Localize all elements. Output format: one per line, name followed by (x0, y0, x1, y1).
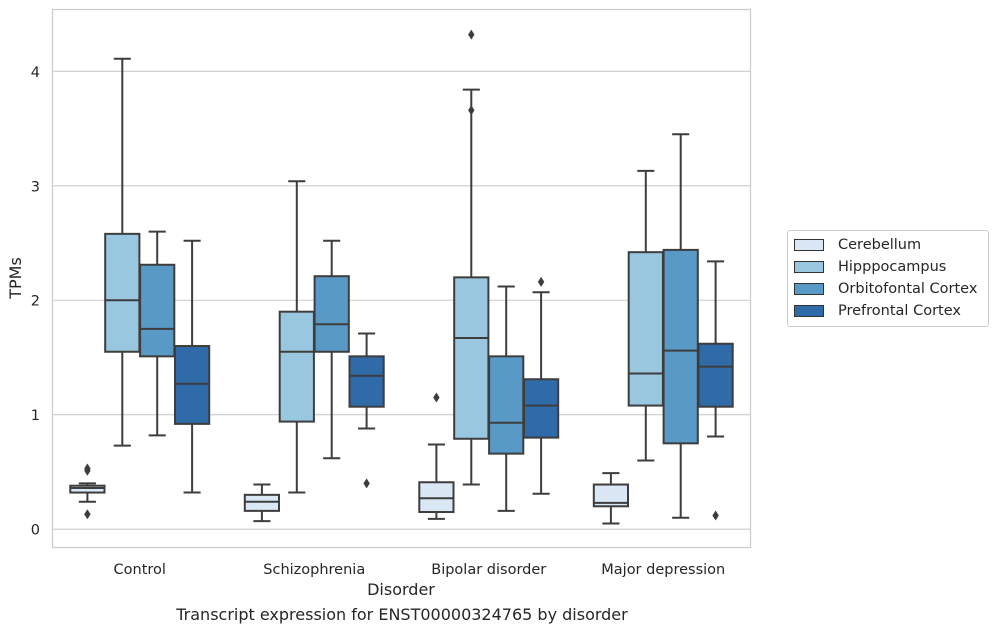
box-group (313, 239, 350, 460)
legend-swatch-prefrontal-cortex (794, 305, 824, 317)
boxes-layer (69, 29, 734, 525)
x-tick-label: Bipolar disorder (431, 562, 546, 578)
outlier-point (363, 478, 370, 489)
box-group (488, 285, 525, 512)
box-group (139, 230, 176, 437)
box-iqr (348, 355, 385, 408)
box-group (627, 169, 664, 462)
x-tick-labels: Control Schizophrenia Bipolar disorder Majo… (114, 562, 726, 578)
plot-area-frame (51, 8, 752, 549)
box-iqr (278, 310, 315, 423)
outlier-point (468, 29, 475, 40)
outlier-point (537, 276, 545, 287)
y-tick-label: 0 (31, 523, 40, 539)
box-iqr (627, 251, 664, 407)
legend-item-hipppocampus: Hipppocampus (794, 257, 946, 277)
box-group (173, 239, 211, 494)
legend-label-prefrontal-cortex: Prefrontal Cortex (838, 303, 961, 319)
y-tick-label: 2 (31, 294, 40, 310)
legend-item-orbitofontal-cortex: Orbitofontal Cortex (794, 279, 977, 299)
box-iqr (697, 342, 734, 408)
legend-item-cerebellum: Cerebellum (794, 235, 921, 255)
box-group (697, 260, 734, 521)
box-group (662, 133, 699, 519)
x-tick-label: Schizophrenia (263, 562, 365, 578)
box-iqr (662, 248, 699, 445)
box-group (453, 29, 490, 486)
box-group (522, 276, 560, 495)
x-axis-label: Disorder (367, 580, 435, 599)
box-iqr (592, 483, 630, 508)
x-tick-label: Control (114, 562, 166, 578)
outlier-point (712, 510, 719, 521)
box-iqr (453, 276, 490, 440)
box-iqr (104, 232, 141, 353)
outlier-point (84, 463, 91, 474)
x-tick-label: Major depression (601, 562, 725, 578)
box-iqr (313, 275, 350, 353)
outlier-point (433, 392, 440, 403)
box-group (418, 392, 455, 520)
box-iqr (418, 481, 455, 514)
box-group (69, 463, 106, 520)
box-iqr (243, 493, 281, 512)
outlier-point (468, 105, 475, 116)
box-group (348, 332, 385, 489)
chart-title: Transcript expression for ENST0000032476… (176, 605, 628, 624)
legend-label-cerebellum: Cerebellum (838, 237, 922, 253)
box-iqr (173, 345, 211, 425)
y-tick-label: 1 (31, 408, 40, 424)
legend-label-orbitofontal-cortex: Orbitofontal Cortex (838, 281, 978, 297)
box-iqr (522, 378, 560, 439)
box-iqr (69, 484, 106, 494)
y-tick-label: 4 (31, 65, 40, 81)
legend-item-prefrontal-cortex: Prefrontal Cortex (794, 301, 961, 321)
box-group (243, 483, 281, 523)
legend-swatch-cerebellum (794, 239, 824, 251)
legend-label-hipppocampus: Hipppocampus (838, 259, 947, 275)
box-iqr (139, 263, 176, 358)
legend-swatch-orbitofontal-cortex (794, 283, 824, 295)
y-axis-label: TPMs (6, 257, 25, 300)
y-tick-labels: 0 1 2 3 4 (31, 65, 40, 539)
legend: Cerebellum Hipppocampus Orbitofontal Cor… (787, 230, 989, 327)
box-group (592, 472, 630, 525)
box-iqr (488, 355, 525, 455)
box-group (278, 180, 315, 494)
legend-swatch-hipppocampus (794, 261, 824, 273)
y-tick-label: 3 (31, 179, 40, 195)
outlier-point (84, 509, 91, 520)
box-group (104, 57, 141, 447)
